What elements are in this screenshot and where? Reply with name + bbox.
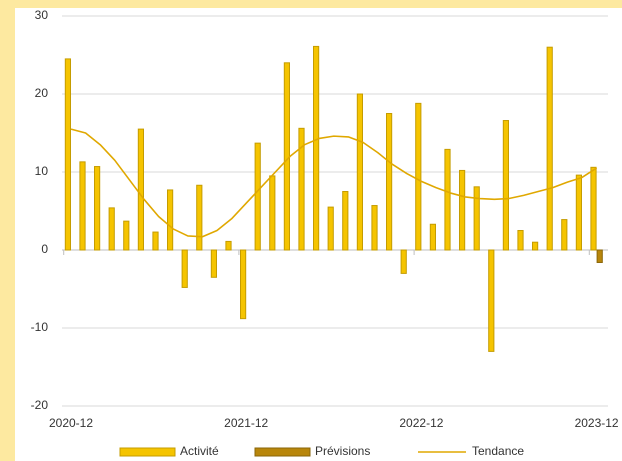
- y-tick-label: 30: [35, 8, 49, 22]
- bar: [400, 249, 407, 274]
- bar: [596, 249, 603, 263]
- legend-label: Prévisions: [315, 444, 370, 458]
- trend-line: [70, 128, 598, 238]
- bar: [517, 230, 524, 251]
- bar: [137, 128, 145, 251]
- bar: [575, 174, 582, 251]
- bar: [196, 184, 203, 251]
- bar: [181, 249, 188, 288]
- bar: [532, 241, 539, 251]
- bar: [240, 249, 247, 320]
- bar: [429, 223, 436, 251]
- bar: [298, 127, 305, 251]
- bar: [473, 186, 480, 251]
- bar: [269, 175, 276, 251]
- y-tick-label: -10: [31, 320, 49, 334]
- bar: [225, 240, 232, 251]
- legend-swatch: [119, 447, 176, 457]
- y-tick-label: 10: [35, 164, 49, 178]
- bar: [64, 58, 72, 251]
- bar: [152, 231, 159, 251]
- bar: [313, 45, 320, 251]
- bar: [123, 220, 130, 251]
- y-tick-label: -20: [31, 398, 49, 412]
- bar: [254, 142, 261, 251]
- bar: [167, 189, 174, 251]
- legend-swatch: [254, 447, 311, 457]
- x-tick-label: 2022-12: [399, 416, 443, 430]
- legend-label: Activité: [180, 444, 219, 458]
- legend-label: Tendance: [472, 444, 524, 458]
- y-tick-label: 20: [35, 86, 49, 100]
- bar: [415, 102, 422, 251]
- bar: [488, 249, 495, 352]
- bar: [94, 166, 101, 251]
- bar: [590, 166, 597, 251]
- bar: [371, 205, 378, 251]
- bar: [386, 113, 393, 251]
- x-tick-label: 2023-12: [575, 416, 619, 430]
- x-tick-label: 2021-12: [224, 416, 268, 430]
- bar: [459, 169, 466, 251]
- bar: [502, 120, 509, 251]
- y-tick-label: 0: [41, 242, 48, 256]
- bar: [210, 249, 218, 278]
- bar: [356, 93, 363, 251]
- bar: [561, 219, 568, 251]
- bar: [79, 161, 86, 251]
- bar: [546, 46, 553, 251]
- bar: [444, 148, 451, 251]
- bar: [327, 206, 334, 251]
- bar: [342, 191, 349, 251]
- x-tick-label: 2020-12: [49, 416, 93, 430]
- bar: [283, 62, 290, 251]
- bar: [108, 207, 115, 251]
